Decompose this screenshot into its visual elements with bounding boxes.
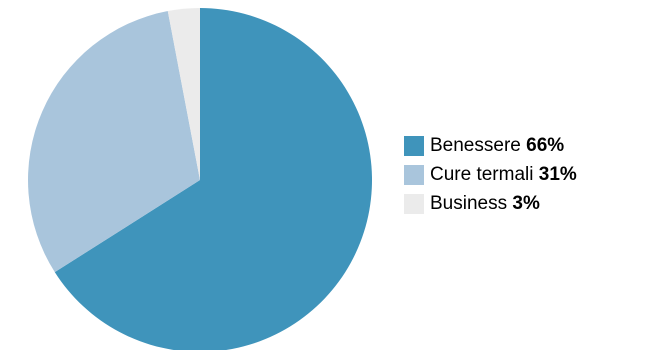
legend-item-business: Business 3% xyxy=(404,194,577,214)
legend-swatch-benessere xyxy=(404,136,424,156)
legend-label-benessere: Benessere xyxy=(430,135,521,156)
pie-slice-cure-termali xyxy=(28,11,201,273)
legend-label-cure-termali: Cure termali xyxy=(430,164,534,185)
legend-value-business: 3% xyxy=(512,193,540,214)
legend-item-cure-termali: Cure termali 31% xyxy=(404,165,577,185)
legend-label-business: Business xyxy=(430,193,508,214)
legend-value-cure-termali: 31% xyxy=(538,164,577,185)
pie-slice-business xyxy=(167,8,200,180)
legend-value-benessere: 66% xyxy=(526,135,565,156)
pie-chart xyxy=(28,8,373,350)
pie-slice-benessere xyxy=(54,8,373,350)
legend-swatch-cure-termali xyxy=(404,165,424,185)
legend-item-benessere: Benessere 66% xyxy=(404,136,577,156)
legend-swatch-business xyxy=(404,194,424,214)
legend: Benessere 66% Cure termali 31% Business … xyxy=(404,136,577,223)
